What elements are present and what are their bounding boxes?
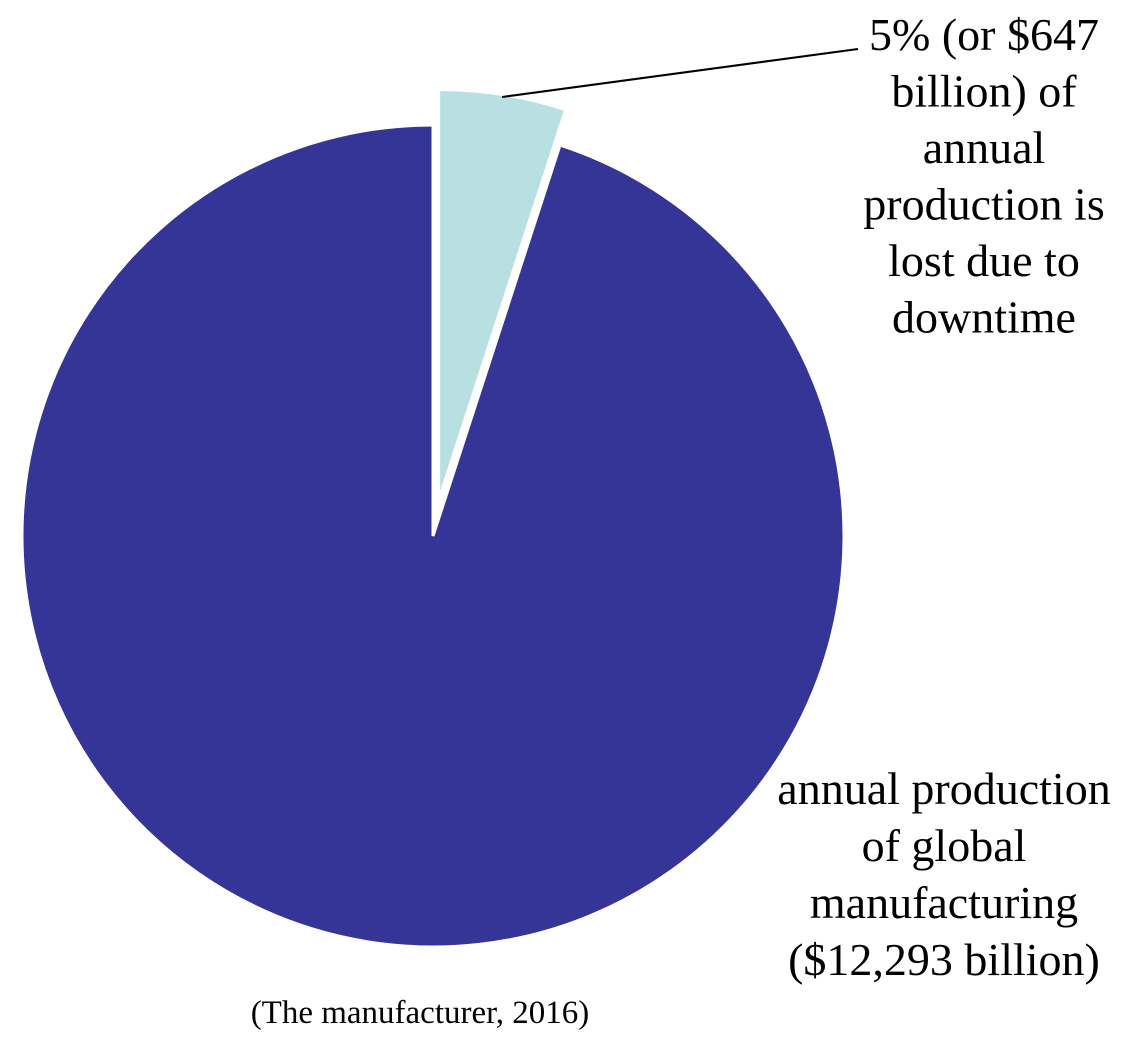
pie-slice-downtime xyxy=(437,87,568,501)
label-line: production is xyxy=(863,179,1104,230)
slice-label-annual-production: annual production of global manufacturing (… xyxy=(777,763,1110,985)
label-line: of global xyxy=(862,820,1027,871)
label-line: manufacturing xyxy=(810,877,1078,928)
label-line: ($12,293 billion) xyxy=(788,934,1100,985)
label-line: lost due to xyxy=(888,235,1080,286)
label-line: 5% (or $647 xyxy=(869,9,1099,60)
label-line: billion) of xyxy=(891,66,1077,117)
pie-slice-annual-production xyxy=(20,123,846,949)
label-line: annual production xyxy=(777,763,1110,814)
label-line: downtime xyxy=(892,292,1076,343)
leader-line xyxy=(501,48,859,98)
slice-label-downtime: 5% (or $647 billion) of annual production i… xyxy=(863,9,1104,343)
pie-slices xyxy=(20,87,846,949)
source-note: (The manufacturer, 2016) xyxy=(251,995,590,1031)
label-line: annual xyxy=(923,122,1046,173)
